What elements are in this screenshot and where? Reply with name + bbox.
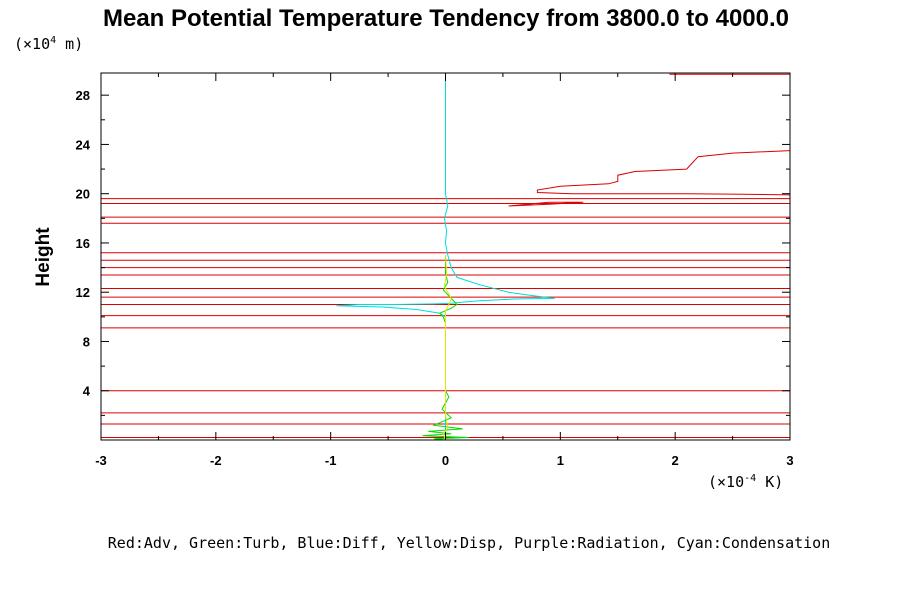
x-unit-exponent: -4	[744, 473, 756, 484]
x-tick-label-0: -3	[95, 453, 107, 468]
series-adv-1	[508, 201, 584, 207]
y-unit-prefix: (×10	[14, 35, 50, 53]
y-tick-label-2: 12	[76, 285, 90, 300]
chart-title: Mean Potential Temperature Tendency from…	[103, 5, 789, 32]
x-tick-label-2: -1	[325, 453, 337, 468]
plot-frame	[100, 72, 791, 441]
y-unit-exponent: 4	[50, 35, 56, 46]
x-tick-label-1: -2	[210, 453, 222, 468]
y-tick-label-0: 4	[83, 384, 91, 399]
x-tick-label-3: 0	[442, 453, 449, 468]
x-unit-suffix: K)	[756, 473, 783, 491]
series-disp-5	[442, 255, 452, 441]
series-turb-4	[422, 255, 469, 441]
x-axis-unit: (×10-4 K)	[708, 473, 783, 491]
y-tick-label-6: 28	[76, 88, 90, 103]
x-tick-label-4: 1	[557, 453, 564, 468]
legend-text: Red:Adv, Green:Turb, Blue:Diff, Yellow:D…	[108, 534, 830, 552]
series-adv-0	[536, 150, 791, 196]
x-unit-prefix: (×10	[708, 473, 744, 491]
y-tick-label-3: 16	[76, 236, 90, 251]
y-axis-label: Height	[33, 227, 54, 287]
y-tick-label-4: 20	[76, 187, 90, 202]
y-unit-suffix: m)	[56, 35, 83, 53]
x-tick-label-5: 2	[672, 453, 679, 468]
series-condensation-3	[336, 73, 555, 440]
x-tick-label-6: 3	[786, 453, 793, 468]
y-axis-unit: (×104 m)	[14, 35, 83, 53]
y-tick-label-1: 8	[83, 334, 90, 349]
y-tick-label-5: 24	[76, 137, 91, 152]
series-layer	[336, 73, 791, 441]
